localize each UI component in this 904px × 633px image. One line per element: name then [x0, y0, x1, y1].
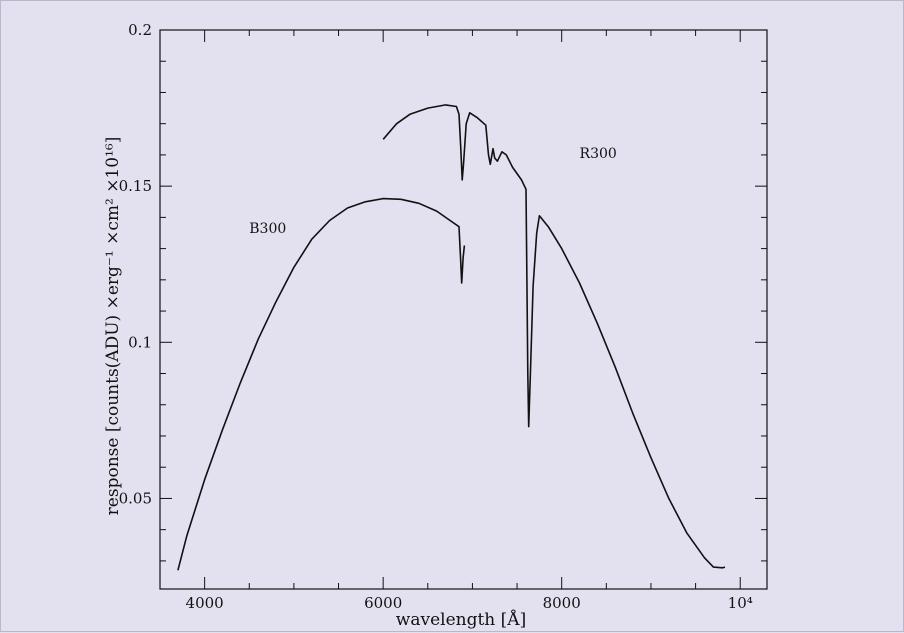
x-tick-label: 4000 — [186, 594, 224, 612]
x-tick-labels: 4000 6000 8000 10⁴ — [186, 594, 753, 612]
series-lines — [177, 104, 726, 571]
y-tick-label: 0.1 — [128, 333, 152, 351]
series-line-r300 — [382, 104, 726, 569]
x-tick-label: 6000 — [364, 594, 402, 612]
y-tick-label: 0.05 — [119, 489, 152, 507]
x-tick-label: 10⁴ — [728, 594, 753, 612]
y-tick-label: 0.2 — [128, 21, 152, 39]
x-axis-title: wavelength [Å] — [396, 609, 526, 630]
y-tick-label: 0.15 — [119, 177, 152, 195]
y-axis-title: response [counts(ADU) ×erg⁻¹ ×cm² ×10¹⁶] — [103, 137, 123, 516]
series-label-b300: B300 — [249, 221, 286, 237]
series-label-r300: R300 — [580, 146, 617, 162]
y-tick-labels: 0.05 0.1 0.15 0.2 — [119, 21, 152, 507]
x-tick-label: 8000 — [543, 594, 581, 612]
axis-ticks — [159, 29, 767, 589]
plot-frame — [159, 29, 768, 590]
series-annotations: B300 R300 — [249, 146, 617, 237]
series-line-b300 — [177, 197, 466, 571]
plot-border — [159, 29, 768, 590]
